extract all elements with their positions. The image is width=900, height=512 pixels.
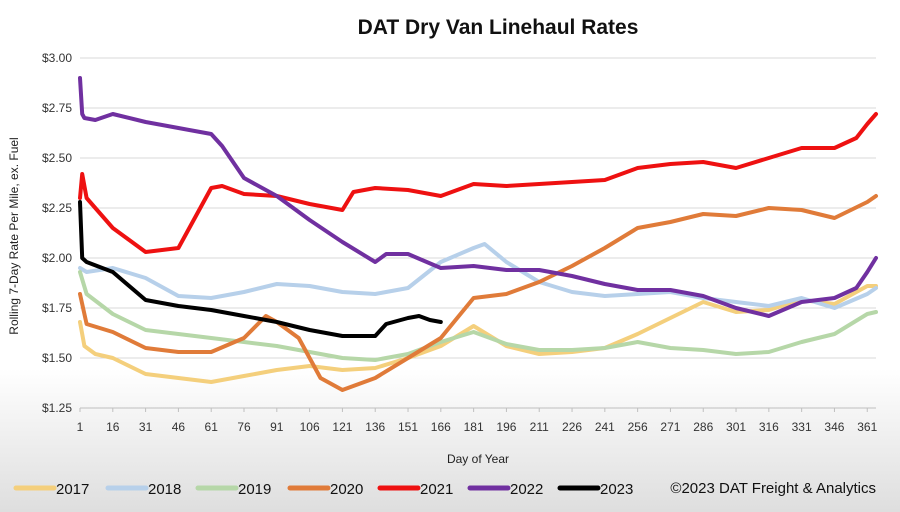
legend-label: 2021: [420, 481, 453, 498]
copyright-text: ©2023 DAT Freight & Analytics: [670, 480, 876, 497]
x-tick-label: 31: [139, 420, 153, 434]
x-tick-label: 241: [595, 420, 615, 434]
x-tick-label: 91: [270, 420, 284, 434]
legend-label: 2022: [510, 481, 543, 498]
legend-item-2017: 2017: [13, 481, 89, 498]
x-tick-label: 16: [106, 420, 120, 434]
x-tick-label: 286: [693, 420, 713, 434]
x-tick-label: 1: [77, 420, 84, 434]
gridlines: [80, 57, 876, 409]
x-tick-label: 301: [726, 420, 746, 434]
legend-item-2018: 2018: [105, 481, 181, 498]
legend-label: 2019: [238, 481, 271, 498]
x-tick-label: 151: [398, 420, 418, 434]
x-tick-label: 121: [332, 420, 352, 434]
x-tick-label: 46: [172, 420, 186, 434]
legend-item-2021: 2021: [377, 481, 453, 498]
legend-item-2023: 2023: [557, 481, 633, 498]
chart-title: DAT Dry Van Linehaul Rates: [358, 16, 639, 39]
y-tick-label: $2.00: [42, 251, 72, 265]
legend-item-2019: 2019: [195, 481, 271, 498]
series-line-2021: [78, 112, 878, 254]
series-line-2023: [78, 200, 443, 338]
x-axis-label: Day of Year: [447, 452, 509, 466]
y-tick-label: $1.50: [42, 351, 72, 365]
x-axis-ticks: 1 16 31 46 61 76 91 106 121 136 151 166 181 196 211 226…: [77, 407, 878, 434]
x-tick-label: 331: [792, 420, 812, 434]
x-tick-label: 61: [205, 420, 219, 434]
x-tick-label: 106: [300, 420, 320, 434]
x-tick-label: 136: [365, 420, 385, 434]
series-line-2020: [78, 194, 878, 392]
legend-label: 2017: [56, 481, 89, 498]
x-tick-label: 361: [857, 420, 877, 434]
x-tick-label: 316: [759, 420, 779, 434]
y-axis-label: Rolling 7-Day Rate Per Mile, ex. Fuel: [7, 137, 21, 334]
legend-item-2022: 2022: [467, 481, 543, 498]
y-tick-label: $2.50: [42, 151, 72, 165]
legend: 2017 2018 2019 2020 2021 2022 2023: [13, 481, 633, 498]
x-tick-label: 226: [562, 420, 582, 434]
y-axis-ticks: $1.25 $1.50 $1.75 $2.00 $2.25 $2.50 $2.75 $3.00: [42, 51, 72, 415]
x-tick-label: 271: [660, 420, 680, 434]
x-tick-label: 166: [431, 420, 451, 434]
x-tick-label: 196: [496, 420, 516, 434]
y-tick-label: $2.25: [42, 201, 72, 215]
x-tick-label: 76: [237, 420, 251, 434]
legend-label: 2018: [148, 481, 181, 498]
series-line-2022: [78, 76, 878, 318]
x-tick-label: 211: [530, 420, 549, 434]
legend-item-2020: 2020: [287, 481, 363, 498]
y-tick-label: $3.00: [42, 51, 72, 65]
y-tick-label: $1.25: [42, 401, 72, 415]
x-tick-label: 256: [628, 420, 648, 434]
legend-label: 2020: [330, 481, 363, 498]
y-tick-label: $2.75: [42, 101, 72, 115]
series-line-2018: [78, 242, 878, 310]
x-tick-label: 181: [464, 420, 484, 434]
legend-label: 2023: [600, 481, 633, 498]
series-lines: [78, 76, 878, 392]
x-tick-label: 346: [824, 420, 844, 434]
y-tick-label: $1.75: [42, 301, 72, 315]
series-line-2019: [78, 270, 878, 362]
